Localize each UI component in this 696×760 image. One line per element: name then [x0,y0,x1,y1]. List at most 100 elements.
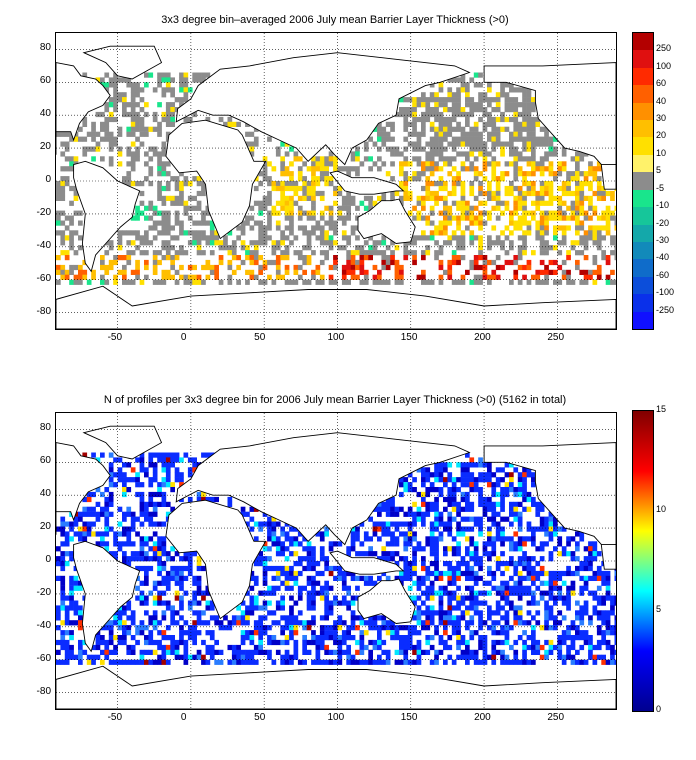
top-colorbar-label: 100 [656,60,672,71]
top-bin-cell [487,131,492,137]
top-bin-cell [73,190,79,197]
bottom-bin-cell [412,501,417,507]
top-bin-cell [482,151,488,157]
top-bin-cell [315,225,321,231]
bottom-bin-cell [302,649,307,655]
top-colorbar-segment [633,241,653,260]
top-bin-cell [421,97,426,103]
bottom-bin-cell [487,462,492,468]
bottom-bin-cell [403,531,409,537]
bottom-bin-cell [469,526,475,532]
top-bin-cell [139,97,145,103]
top-bin-cell [583,279,589,285]
bottom-bin-cell [451,590,457,596]
bottom-bin-cell [126,556,132,562]
top-bin-cell [566,215,571,221]
top-bin-cell [535,136,541,142]
top-bin-cell [284,166,290,172]
top-bin-cell [473,255,479,261]
bottom-bin-cell [447,605,453,611]
top-bin-cell [421,269,426,275]
bottom-bin-cell [64,659,70,665]
bottom-bin-cell [108,511,114,517]
bottom-bin-cell [227,625,233,631]
top-bin-cell [504,97,510,103]
bottom-bin-cell [429,615,435,621]
top-bin-cell [421,171,426,177]
top-bin-cell [610,269,615,275]
top-bin-cell [491,136,497,142]
top-bin-cell [425,111,431,118]
top-bin-cell [407,190,413,197]
bottom-bin-cell [245,654,250,660]
top-bin-cell [161,240,167,246]
top-bin-cell [104,136,110,142]
top-bin-cell [319,274,325,280]
top-bin-cell [372,250,378,256]
bottom-bin-cell [478,590,483,596]
top-bin-cell [390,240,395,246]
top-bin-cell [355,245,360,251]
bottom-bin-cell [337,575,343,581]
top-bin-cell [478,245,483,251]
bottom-bin-cell [399,482,404,488]
top-bin-cell [553,171,558,177]
bottom-bin-cell [205,605,211,611]
bottom-bin-cell [148,462,154,468]
bottom-bin-cell [130,526,136,532]
top-bin-cell [412,116,417,123]
top-bin-cell [460,151,466,157]
top-bin-cell [579,250,585,256]
bottom-bin-cell [311,556,316,562]
bottom-bin-cell [434,551,439,557]
top-bin-cell [390,255,395,261]
bottom-bin-cell [148,546,154,552]
top-bin-cell [368,255,373,261]
bottom-bin-cell [64,561,70,567]
bottom-bin-cell [447,610,453,616]
top-bin-cell [544,210,549,216]
top-bin-cell [69,235,74,241]
bottom-bin-cell [148,477,154,483]
bottom-bin-cell [456,605,461,611]
top-bin-cell [350,264,356,271]
top-bin-cell [429,210,435,216]
top-bin-cell [535,121,541,127]
bottom-bin-cell [240,659,246,665]
top-bin-cell [601,190,606,197]
top-bin-cell [605,215,611,221]
bottom-bin-cell [434,521,439,527]
bottom-bin-cell [390,536,395,542]
top-bin-cell [491,156,497,162]
bottom-bin-cell [561,635,567,641]
top-bin-cell [69,279,74,285]
top-bin-cell [368,156,373,162]
bottom-bin-cell [434,575,439,581]
bottom-bin-cell [583,610,589,616]
top-bin-cell [284,200,290,206]
bottom-bin-cell [544,654,549,660]
top-bin-cell [311,181,316,187]
top-bin-cell [561,274,567,280]
bottom-bin-cell [517,487,523,493]
top-bin-cell [174,107,180,113]
top-bin-cell [557,215,563,221]
top-bin-cell [575,176,580,182]
bottom-bin-cell [218,625,224,631]
top-bin-cell [460,245,466,251]
top-bin-cell [289,195,294,201]
bottom-bin-cell [504,536,510,542]
top-bin-cell [271,205,277,211]
bottom-bin-cell [465,477,470,483]
bottom-bin-cell [478,639,483,646]
top-colorbar-segment [633,276,653,295]
bottom-bin-cell [513,546,519,552]
bottom-bin-cell [306,556,312,562]
bottom-bin-cell [183,659,189,665]
bottom-bin-cell [491,491,497,498]
bottom-bin-cell [148,565,154,572]
top-bin-cell [214,235,219,241]
top-bin-cell [311,269,316,275]
bottom-bin-cell [522,467,527,473]
bottom-bin-cell [473,610,479,616]
